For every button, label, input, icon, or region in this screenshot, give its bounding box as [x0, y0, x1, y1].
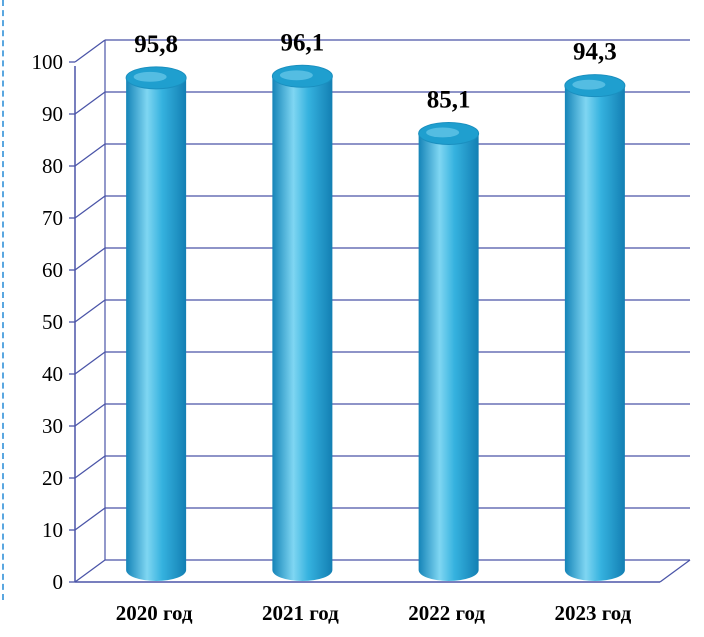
- y-tick-label: 0: [53, 570, 64, 594]
- bars-layer: [125, 64, 626, 582]
- bar-body: [272, 76, 333, 581]
- bar-top-highlight: [279, 70, 313, 81]
- gridline-diagonal: [74, 403, 106, 427]
- bar: [564, 74, 626, 581]
- data-label: 95,8: [134, 31, 178, 58]
- bar-top-highlight: [572, 79, 606, 90]
- gridline-diagonal: [74, 299, 106, 323]
- gridline-diagonal: [74, 143, 106, 167]
- y-tick-label: 40: [42, 362, 63, 386]
- bar-body: [126, 77, 187, 581]
- gridline-diagonal: [74, 559, 106, 583]
- bar: [125, 66, 187, 581]
- x-tick-label: 2020 год: [116, 601, 193, 625]
- y-tick-label: 90: [42, 102, 63, 126]
- x-tick-label: 2021 год: [262, 601, 339, 625]
- y-tick-label: 100: [32, 50, 64, 74]
- bar-top-highlight: [426, 127, 460, 138]
- gridline-diagonal: [74, 247, 106, 271]
- y-tick-label: 60: [42, 258, 63, 282]
- x-tick-label: 2023 год: [554, 601, 631, 625]
- data-label: 94,3: [573, 39, 617, 66]
- gridline-diagonal: [74, 195, 106, 219]
- gridline-diagonal: [74, 91, 106, 115]
- gridline-diagonal: [74, 39, 106, 63]
- bar-top-highlight: [133, 71, 167, 82]
- y-tick-label: 50: [42, 310, 63, 334]
- y-tick-label: 70: [42, 206, 63, 230]
- labels-layer: 0 10 20 30 40 50 60 70 80 90 100 95,8 2020 год 96,1 20…: [32, 29, 632, 625]
- gridline-diagonal: [74, 351, 106, 375]
- bar: [271, 64, 333, 581]
- data-label: 96,1: [281, 29, 325, 56]
- y-tick-label: 80: [42, 154, 63, 178]
- bar-body: [418, 133, 479, 582]
- bar: [418, 121, 480, 582]
- y-tick-label: 30: [42, 414, 63, 438]
- y-tick-label: 10: [42, 518, 63, 542]
- gridline-diagonal: [74, 507, 106, 531]
- data-label: 85,1: [427, 86, 471, 113]
- floor-right-edge: [659, 559, 691, 583]
- gridline-diagonal: [74, 455, 106, 479]
- y-tick-label: 20: [42, 466, 63, 490]
- bar-body: [564, 85, 625, 581]
- x-tick-label: 2022 год: [408, 601, 485, 625]
- dashed-border: [2, 0, 4, 600]
